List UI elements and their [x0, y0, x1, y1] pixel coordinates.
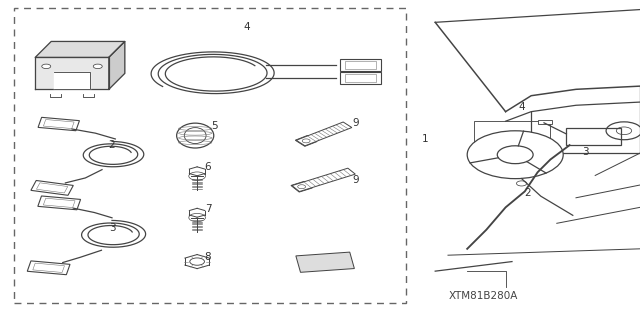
Polygon shape — [296, 252, 355, 272]
Circle shape — [298, 185, 305, 189]
Text: 4: 4 — [243, 22, 250, 32]
Text: 3: 3 — [109, 223, 115, 233]
Ellipse shape — [184, 128, 206, 144]
Polygon shape — [291, 182, 312, 192]
Bar — [474, 121, 550, 150]
Polygon shape — [296, 122, 352, 146]
Polygon shape — [292, 168, 355, 191]
Circle shape — [93, 64, 102, 69]
Text: 7: 7 — [205, 204, 211, 214]
Text: 4: 4 — [518, 102, 525, 112]
Polygon shape — [295, 136, 317, 146]
Polygon shape — [109, 41, 125, 89]
Polygon shape — [35, 57, 109, 89]
Text: 9: 9 — [352, 175, 358, 185]
Text: 5: 5 — [211, 121, 218, 131]
Text: 2: 2 — [109, 140, 115, 150]
Text: XTM81B280A: XTM81B280A — [449, 292, 518, 301]
Bar — [566, 128, 621, 145]
Ellipse shape — [177, 123, 214, 148]
Polygon shape — [54, 72, 90, 89]
Bar — [14, 8, 406, 303]
Text: 6: 6 — [205, 162, 211, 173]
Polygon shape — [35, 41, 125, 57]
Text: 2: 2 — [525, 188, 531, 198]
Text: 9: 9 — [352, 118, 358, 128]
Circle shape — [467, 131, 563, 179]
Text: 8: 8 — [205, 252, 211, 262]
Circle shape — [42, 64, 51, 69]
Text: 3: 3 — [582, 146, 589, 157]
Circle shape — [302, 139, 310, 143]
Circle shape — [516, 181, 527, 186]
Bar — [538, 120, 552, 124]
Text: 1: 1 — [422, 134, 429, 144]
Circle shape — [497, 146, 533, 164]
